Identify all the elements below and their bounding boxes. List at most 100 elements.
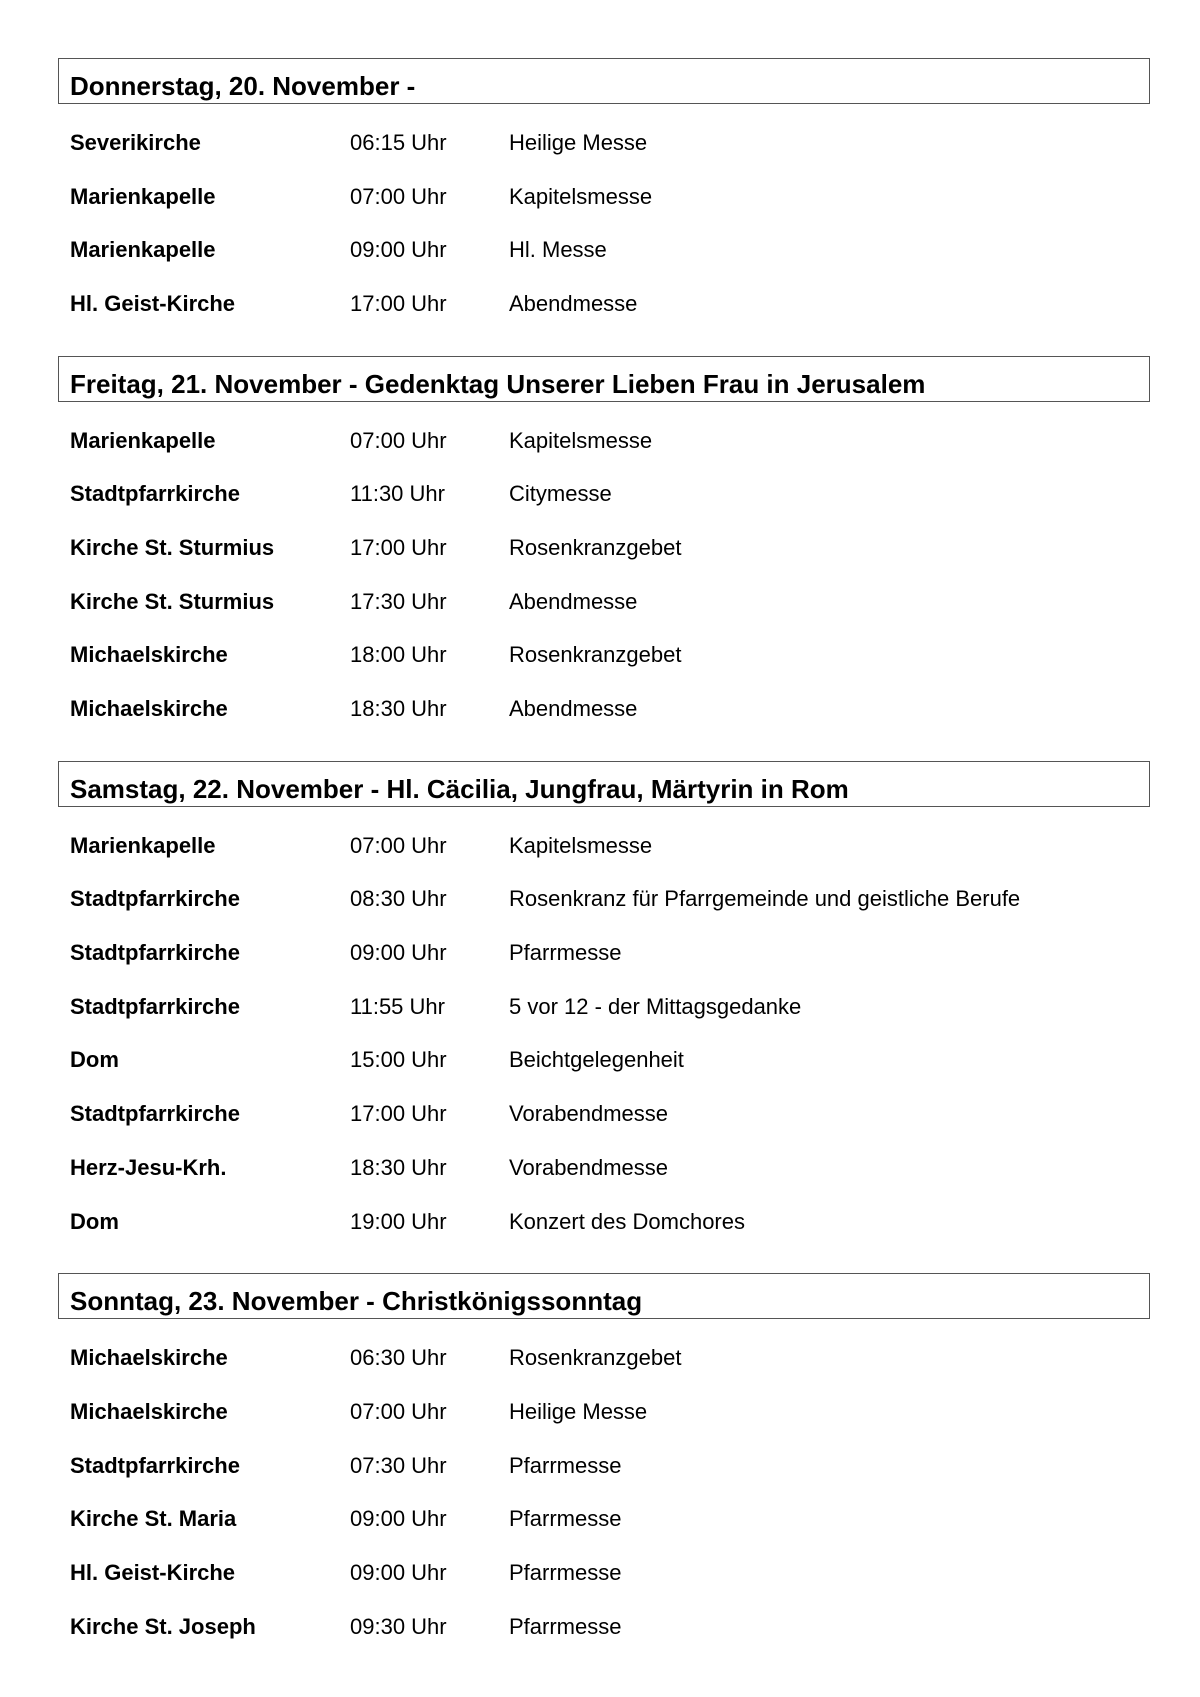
event-location: Severikirche [70, 129, 201, 155]
event-description: Vorabendmesse [509, 1101, 668, 1127]
event-description: Hl. Messe [509, 237, 607, 263]
event-row: Stadtpfarrkirche 09:00 Uhr Pfarrmesse [58, 926, 1150, 980]
event-row: Marienkapelle 07:00 Uhr Kapitelsmesse [58, 170, 1150, 224]
event-description: Abendmesse [509, 696, 638, 722]
event-location: Dom [70, 1047, 119, 1073]
event-location: Stadtpfarrkirche [70, 1101, 240, 1127]
event-time: 06:30 Uhr [350, 1345, 447, 1371]
event-row: Michaelskirche 18:30 Uhr Abendmesse [58, 682, 1150, 736]
event-time: 09:00 Uhr [350, 1506, 447, 1532]
event-row: Hl. Geist-Kirche 09:00 Uhr Pfarrmesse [58, 1546, 1150, 1600]
event-row: Stadtpfarrkirche 17:00 Uhr Vorabendmesse [58, 1087, 1150, 1141]
event-time: 18:30 Uhr [350, 696, 447, 722]
event-location: Kirche St. Sturmius [70, 534, 275, 560]
event-row: Severikirche 06:15 Uhr Heilige Messe [58, 116, 1150, 170]
event-description: 5 vor 12 - der Mittagsgedanke [509, 993, 802, 1019]
event-row: Herz-Jesu-Krh. 18:30 Uhr Vorabendmesse [58, 1141, 1150, 1195]
event-location: Stadtpfarrkirche [70, 481, 240, 507]
event-row: Dom 15:00 Uhr Beichtgelegenheit [58, 1034, 1150, 1088]
event-row: Michaelskirche 07:00 Uhr Heilige Messe [58, 1385, 1150, 1439]
event-time: 17:30 Uhr [350, 588, 447, 614]
event-description: Kapitelsmesse [509, 832, 653, 858]
event-description: Heilige Messe [509, 1398, 648, 1424]
event-location: Marienkapelle [70, 832, 216, 858]
event-description: Vorabendmesse [509, 1154, 668, 1180]
event-description: Abendmesse [509, 588, 638, 614]
event-row: Stadtpfarrkirche 11:55 Uhr 5 vor 12 - de… [58, 980, 1150, 1034]
event-time: 07:00 Uhr [350, 1398, 447, 1424]
event-location: Kirche St. Joseph [70, 1613, 256, 1639]
event-description: Citymesse [509, 481, 612, 507]
event-description: Pfarrmesse [509, 1613, 622, 1639]
event-row: Marienkapelle 09:00 Uhr Hl. Messe [58, 223, 1150, 277]
event-location: Michaelskirche [70, 1398, 228, 1424]
event-time: 08:30 Uhr [350, 886, 447, 912]
event-list: Severikirche 06:15 Uhr Heilige Messe Mar… [58, 104, 1150, 331]
event-location: Michaelskirche [70, 1345, 228, 1371]
event-location: Michaelskirche [70, 642, 228, 668]
event-location: Marienkapelle [70, 427, 216, 453]
event-description: Rosenkranzgebet [509, 1345, 682, 1371]
schedule-document: Donnerstag, 20. November - Severikirche … [58, 58, 1150, 1679]
event-time: 11:55 Uhr [350, 993, 445, 1019]
event-time: 09:00 Uhr [350, 237, 447, 263]
event-list: Marienkapelle 07:00 Uhr Kapitelsmesse St… [58, 402, 1150, 736]
event-time: 07:00 Uhr [350, 832, 447, 858]
event-location: Kirche St. Maria [70, 1506, 237, 1532]
event-description: Pfarrmesse [509, 1559, 622, 1585]
event-row: Stadtpfarrkirche 11:30 Uhr Citymesse [58, 467, 1150, 521]
event-list: Michaelskirche 06:30 Uhr Rosenkranzgebet… [58, 1319, 1150, 1653]
event-description: Konzert des Domchores [509, 1208, 745, 1234]
event-row: Kirche St. Joseph 09:30 Uhr Pfarrmesse [58, 1600, 1150, 1654]
event-location: Marienkapelle [70, 237, 216, 263]
day-section: Sonntag, 23. November - Christkönigssonn… [58, 1273, 1150, 1653]
event-time: 09:30 Uhr [350, 1613, 447, 1639]
day-header: Freitag, 21. November - Gedenktag Unsere… [58, 355, 1150, 402]
event-description: Heilige Messe [509, 129, 648, 155]
event-description: Rosenkranzgebet [509, 642, 682, 668]
event-time: 09:00 Uhr [350, 1559, 447, 1585]
event-row: Marienkapelle 07:00 Uhr Kapitelsmesse [58, 414, 1150, 468]
event-row: Marienkapelle 07:00 Uhr Kapitelsmesse [58, 819, 1150, 873]
event-location: Stadtpfarrkirche [70, 993, 240, 1019]
event-list: Marienkapelle 07:00 Uhr Kapitelsmesse St… [58, 807, 1150, 1249]
event-location: Stadtpfarrkirche [70, 1452, 240, 1478]
event-time: 17:00 Uhr [350, 534, 447, 560]
event-time: 17:00 Uhr [350, 290, 447, 316]
day-header: Donnerstag, 20. November - [58, 58, 1150, 104]
event-description: Pfarrmesse [509, 1452, 622, 1478]
event-description: Rosenkranzgebet [509, 534, 682, 560]
event-time: 15:00 Uhr [350, 1047, 447, 1073]
day-section: Donnerstag, 20. November - Severikirche … [58, 58, 1150, 331]
day-header: Sonntag, 23. November - Christkönigssonn… [58, 1273, 1150, 1320]
event-row: Kirche St. Maria 09:00 Uhr Pfarrmesse [58, 1492, 1150, 1546]
event-time: 19:00 Uhr [350, 1208, 447, 1234]
event-location: Michaelskirche [70, 696, 228, 722]
event-row: Dom 19:00 Uhr Konzert des Domchores [58, 1195, 1150, 1249]
event-description: Kapitelsmesse [509, 427, 653, 453]
day-header: Samstag, 22. November - Hl. Cäcilia, Jun… [58, 760, 1150, 807]
event-time: 11:30 Uhr [350, 481, 445, 507]
event-time: 17:00 Uhr [350, 1101, 447, 1127]
event-time: 18:00 Uhr [350, 642, 447, 668]
event-row: Michaelskirche 18:00 Uhr Rosenkranzgebet [58, 629, 1150, 683]
event-time: 18:30 Uhr [350, 1154, 447, 1180]
event-row: Hl. Geist-Kirche 17:00 Uhr Abendmesse [58, 277, 1150, 331]
event-location: Stadtpfarrkirche [70, 940, 240, 966]
event-location: Dom [70, 1208, 119, 1234]
event-row: Kirche St. Sturmius 17:30 Uhr Abendmesse [58, 575, 1150, 629]
event-description: Kapitelsmesse [509, 183, 653, 209]
event-row: Stadtpfarrkirche 07:30 Uhr Pfarrmesse [58, 1439, 1150, 1493]
event-description: Abendmesse [509, 290, 638, 316]
event-time: 07:00 Uhr [350, 183, 447, 209]
event-description: Pfarrmesse [509, 940, 622, 966]
event-description: Pfarrmesse [509, 1506, 622, 1532]
event-row: Stadtpfarrkirche 08:30 Uhr Rosenkranz fü… [58, 873, 1150, 927]
event-location: Stadtpfarrkirche [70, 886, 240, 912]
day-section: Samstag, 22. November - Hl. Cäcilia, Jun… [58, 760, 1150, 1249]
event-location: Hl. Geist-Kirche [70, 290, 236, 316]
event-row: Michaelskirche 06:30 Uhr Rosenkranzgebet [58, 1331, 1150, 1385]
event-time: 07:30 Uhr [350, 1452, 447, 1478]
event-location: Herz-Jesu-Krh. [70, 1154, 227, 1180]
event-location: Hl. Geist-Kirche [70, 1559, 236, 1585]
